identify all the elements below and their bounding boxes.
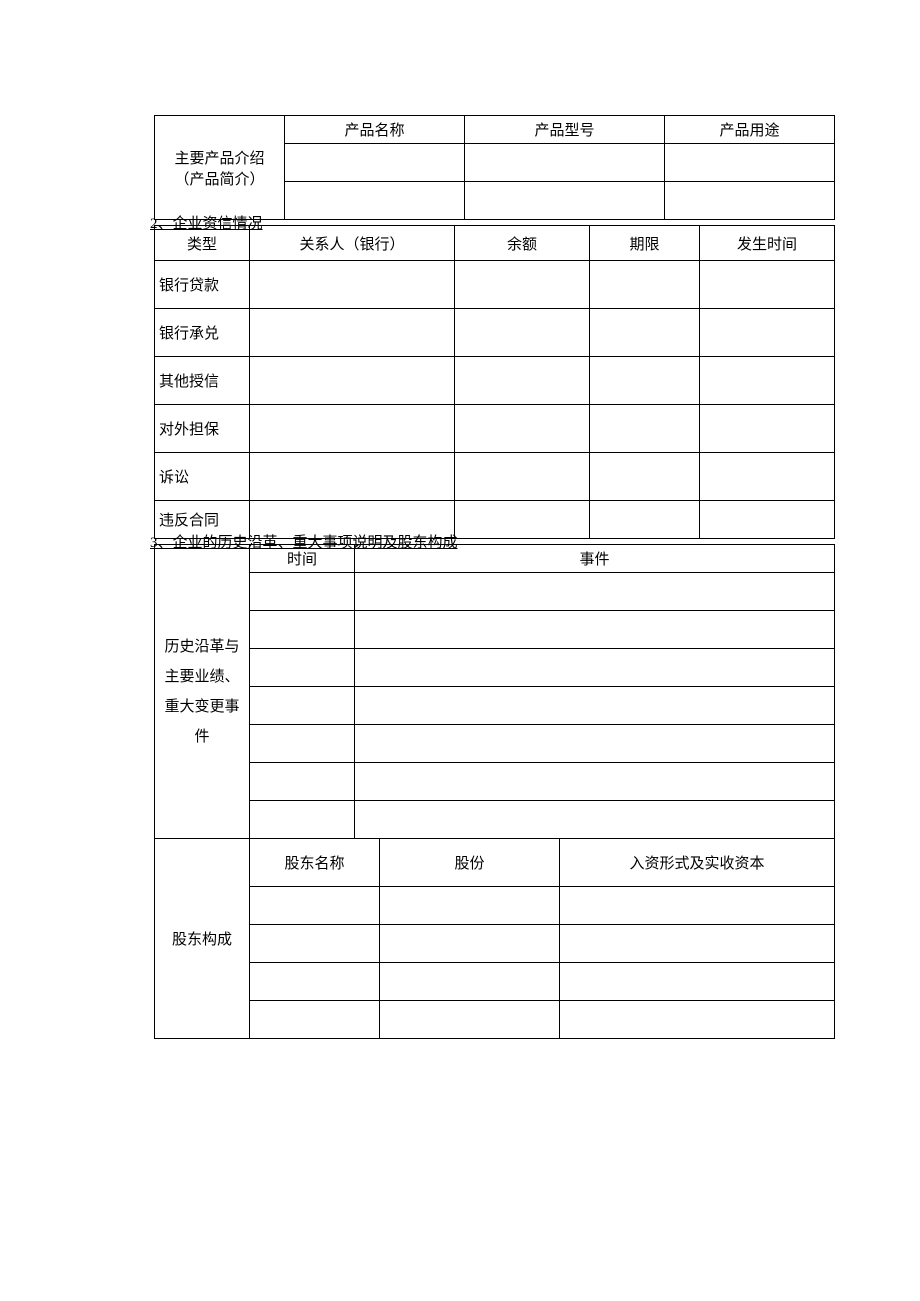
data-cell	[590, 405, 700, 453]
table-row: 其他授信	[155, 357, 835, 405]
row-label: 其他授信	[155, 357, 250, 405]
data-cell	[355, 763, 835, 801]
row-label: 银行承兑	[155, 309, 250, 357]
header-cell: 产品型号	[465, 116, 665, 144]
data-cell	[250, 1001, 380, 1039]
row-label: 对外担保	[155, 405, 250, 453]
table-row	[155, 887, 835, 925]
row-label: 银行贷款	[155, 261, 250, 309]
header-cell: 入资形式及实收资本	[560, 839, 835, 887]
table-row: 银行贷款	[155, 261, 835, 309]
data-cell	[665, 144, 835, 182]
data-cell	[250, 405, 455, 453]
history-row-label: 历史沿革与 主要业绩、 重大变更事 件	[155, 545, 250, 839]
label-line: 重大变更事	[155, 692, 249, 722]
data-cell	[590, 357, 700, 405]
data-cell	[700, 261, 835, 309]
header-cell: 股东名称	[250, 839, 380, 887]
row-label: 诉讼	[155, 453, 250, 501]
label-line: 历史沿革与	[155, 632, 249, 662]
data-cell	[355, 611, 835, 649]
table-row	[155, 801, 835, 839]
header-cell: 产品名称	[285, 116, 465, 144]
data-cell	[380, 1001, 560, 1039]
header-cell: 产品用途	[665, 116, 835, 144]
data-cell	[250, 309, 455, 357]
document-page: 主要产品介绍 （产品简介） 产品名称 产品型号 产品用途 2、企业资信情况 类型…	[154, 115, 834, 1039]
table-row	[155, 963, 835, 1001]
data-cell	[355, 649, 835, 687]
table-row: 股东构成 股东名称 股份 入资形式及实收资本	[155, 839, 835, 887]
table-row	[155, 763, 835, 801]
header-cell: 股份	[380, 839, 560, 887]
table-row	[155, 573, 835, 611]
data-cell	[590, 453, 700, 501]
data-cell	[590, 309, 700, 357]
data-cell	[380, 887, 560, 925]
data-cell	[590, 261, 700, 309]
data-cell	[455, 453, 590, 501]
label-line: 主要产品介绍	[155, 147, 284, 168]
data-cell	[455, 357, 590, 405]
table-row: 诉讼	[155, 453, 835, 501]
table-row	[155, 925, 835, 963]
data-cell	[250, 611, 355, 649]
table-row	[155, 687, 835, 725]
data-cell	[250, 357, 455, 405]
data-cell	[250, 453, 455, 501]
data-cell	[250, 573, 355, 611]
data-cell	[380, 963, 560, 1001]
table-row: 银行承兑	[155, 309, 835, 357]
data-cell	[380, 925, 560, 963]
data-cell	[250, 801, 355, 839]
data-cell	[700, 405, 835, 453]
shareholders-row-label: 股东构成	[155, 839, 250, 1039]
data-cell	[455, 309, 590, 357]
data-cell	[250, 261, 455, 309]
data-cell	[250, 763, 355, 801]
data-cell	[700, 453, 835, 501]
table-credit: 类型 关系人（银行） 余额 期限 发生时间 银行贷款 银行承兑 其他授信 对外担…	[154, 225, 835, 539]
data-cell	[465, 144, 665, 182]
table-row: 主要产品介绍 （产品简介） 产品名称 产品型号 产品用途	[155, 116, 835, 144]
products-row-label: 主要产品介绍 （产品简介）	[155, 116, 285, 220]
data-cell	[355, 801, 835, 839]
label-line: 件	[155, 722, 249, 752]
table-row	[155, 611, 835, 649]
data-cell	[700, 309, 835, 357]
label-line: 主要业绩、	[155, 662, 249, 692]
data-cell	[560, 963, 835, 1001]
table-products: 主要产品介绍 （产品简介） 产品名称 产品型号 产品用途	[154, 115, 835, 220]
data-cell	[355, 725, 835, 763]
data-cell	[250, 725, 355, 763]
table-row: 对外担保	[155, 405, 835, 453]
data-cell	[560, 1001, 835, 1039]
data-cell	[455, 261, 590, 309]
data-cell	[560, 887, 835, 925]
data-cell	[285, 144, 465, 182]
label-line: （产品简介）	[155, 168, 284, 189]
data-cell	[250, 963, 380, 1001]
table-row	[155, 1001, 835, 1039]
table-row	[155, 649, 835, 687]
data-cell	[250, 649, 355, 687]
data-cell	[250, 687, 355, 725]
data-cell	[250, 887, 380, 925]
table-row	[155, 725, 835, 763]
data-cell	[355, 687, 835, 725]
data-cell	[700, 357, 835, 405]
table-shareholders: 股东构成 股东名称 股份 入资形式及实收资本	[154, 838, 835, 1039]
data-cell	[560, 925, 835, 963]
table-history: 历史沿革与 主要业绩、 重大变更事 件 时间 事件	[154, 544, 835, 839]
data-cell	[455, 405, 590, 453]
section3-title: 3、企业的历史沿革、重大事项说明及股东构成	[150, 531, 834, 552]
data-cell	[250, 925, 380, 963]
data-cell	[355, 573, 835, 611]
section2-title: 2、企业资信情况	[150, 212, 834, 233]
